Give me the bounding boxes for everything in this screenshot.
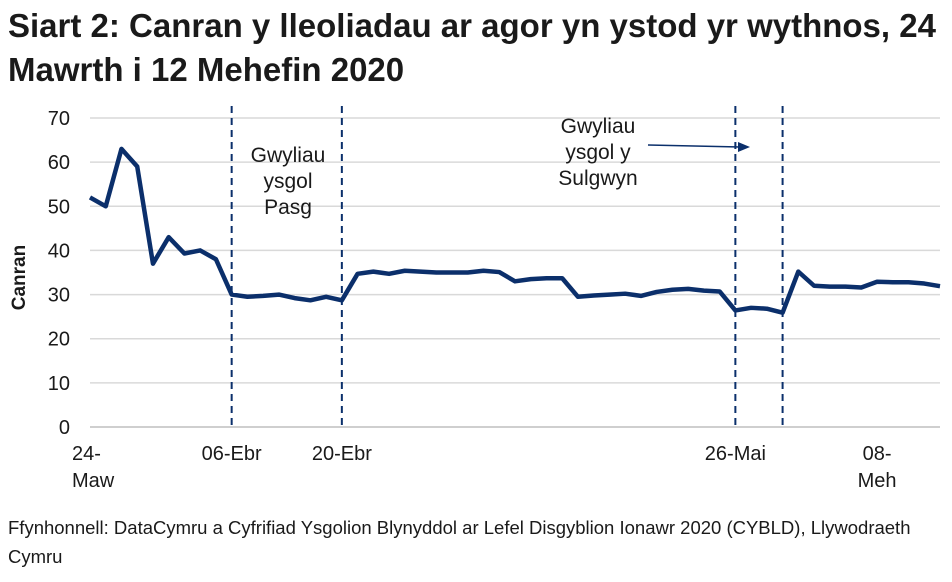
annotation-text: ysgol y	[565, 141, 631, 164]
y-tick-label: 60	[48, 152, 70, 174]
annotation-text: Pasg	[264, 196, 312, 219]
x-tick-label: Maw	[72, 470, 115, 492]
x-tick-label: 06-Ebr	[202, 443, 262, 465]
y-axis-label: Canran	[9, 245, 30, 310]
x-tick-label: 20-Ebr	[312, 443, 372, 465]
annotation-arrow	[647, 144, 741, 148]
x-tick-label: Meh	[858, 470, 897, 492]
y-tick-label: 20	[48, 329, 70, 351]
y-tick-label: 70	[48, 108, 70, 130]
arrowhead-icon	[738, 142, 750, 152]
y-tick-label: 0	[59, 417, 70, 439]
annotation-text: ysgol	[263, 170, 312, 193]
annotation-text: Gwyliau	[251, 144, 326, 167]
x-tick-label: 26-Mai	[705, 443, 766, 465]
x-tick-label: 08-	[863, 443, 892, 465]
chart-title: Siart 2: Canran y lleoliadau ar agor yn …	[8, 7, 936, 88]
annotation-text: Sulgwyn	[558, 167, 637, 190]
y-tick-label: 40	[48, 240, 70, 262]
source-note: Ffynhonnell: DataCymru a Cyfrifiad Ysgol…	[8, 517, 911, 567]
y-tick-label: 50	[48, 196, 70, 218]
y-tick-label: 30	[48, 285, 70, 307]
x-tick-label: 24-	[72, 443, 101, 465]
series-line	[88, 146, 941, 315]
annotation-text: Gwyliau	[561, 115, 636, 138]
y-tick-label: 10	[48, 373, 70, 395]
